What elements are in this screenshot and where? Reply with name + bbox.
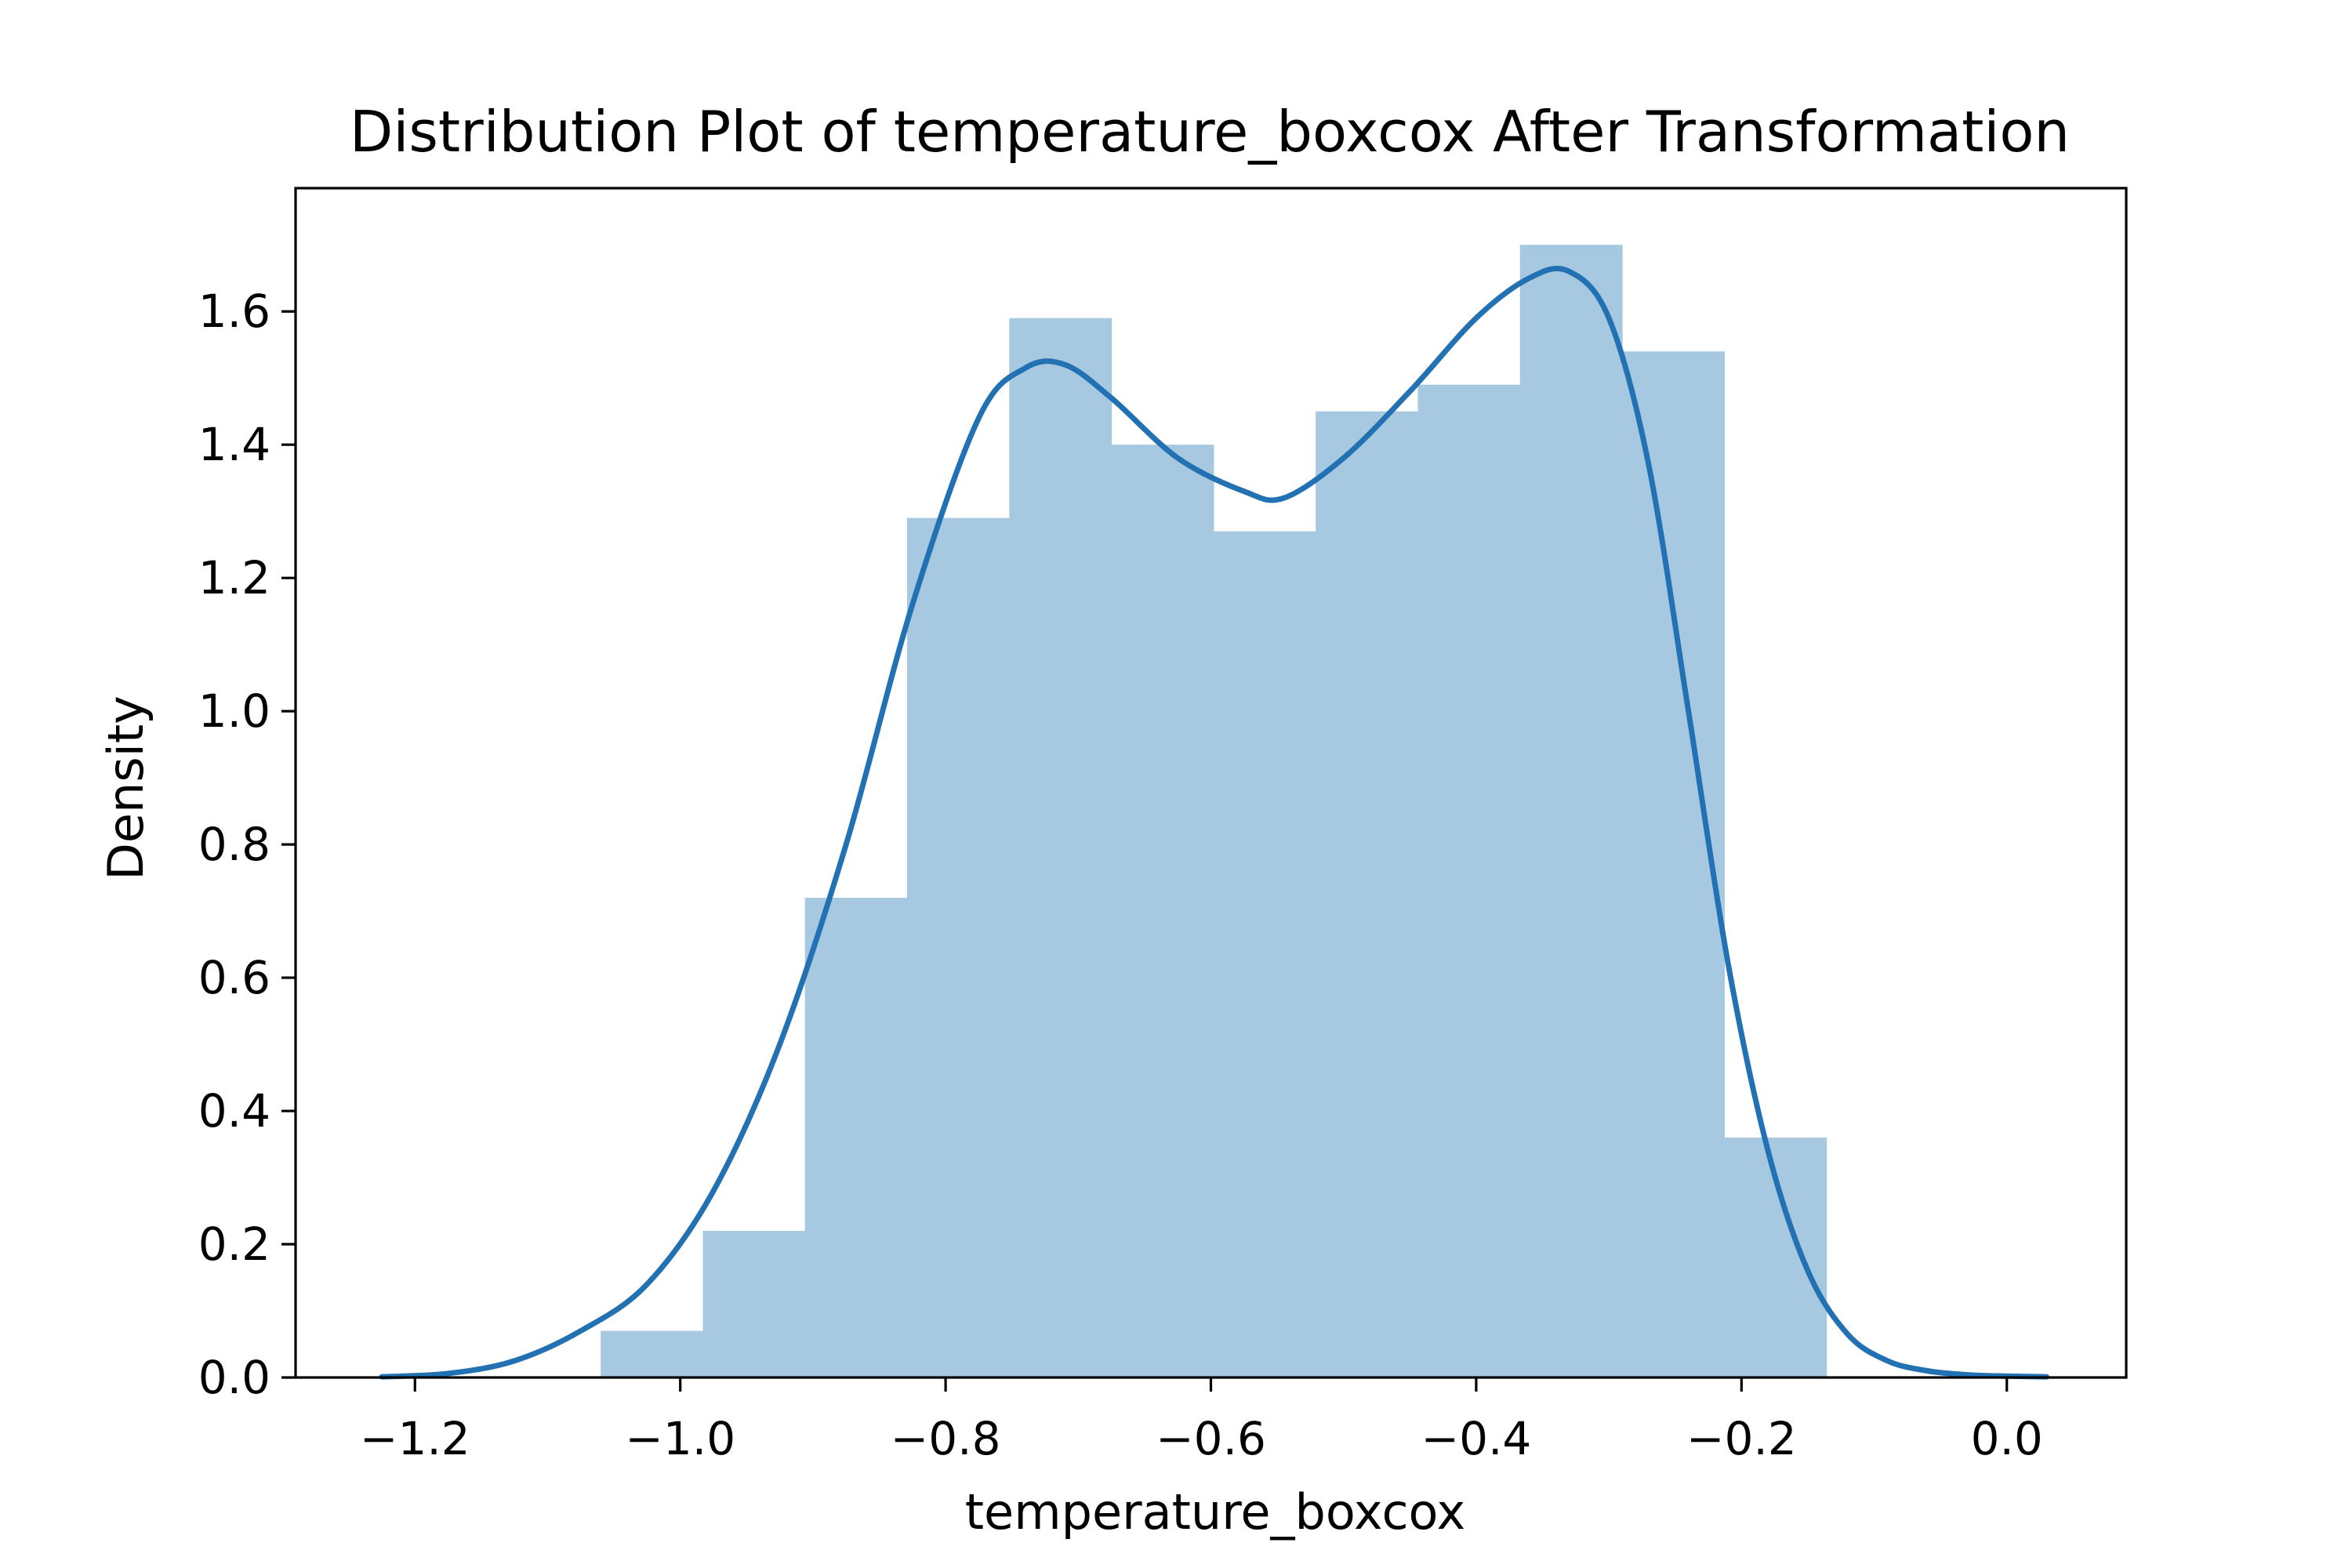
chart-title: Distribution Plot of temperature_boxcox … (350, 99, 2070, 165)
histogram-bar (1111, 445, 1214, 1378)
histogram-bar (1622, 351, 1725, 1377)
y-tick-label: 1.6 (198, 285, 270, 338)
x-tick-label: −1.2 (360, 1412, 470, 1465)
x-tick-label: −0.6 (1156, 1412, 1266, 1465)
histogram-bar (702, 1231, 806, 1377)
x-tick-label: −0.8 (891, 1412, 1001, 1465)
x-tick-label: −0.4 (1421, 1412, 1531, 1465)
histogram-bar (1213, 531, 1316, 1377)
y-tick-label: 0.8 (198, 818, 270, 871)
x-tick-label: −0.2 (1686, 1412, 1797, 1465)
y-tick-label: 0.4 (198, 1084, 270, 1138)
histogram-bar (1009, 318, 1112, 1378)
histogram-bar (804, 898, 908, 1377)
y-tick-label: 0.6 (198, 951, 270, 1004)
histogram-bars (601, 245, 1828, 1378)
kde-line (379, 266, 2049, 1380)
y-tick-label: 1.2 (198, 551, 270, 604)
y-tick-label: 0.2 (198, 1218, 270, 1271)
kde-curve-layer (379, 266, 2049, 1380)
histogram-bar (1519, 245, 1623, 1378)
x-tick-label: −1.0 (625, 1412, 735, 1465)
histogram-bar (907, 517, 1010, 1377)
y-tick-label: 1.4 (198, 418, 270, 471)
histogram-bar (1417, 384, 1521, 1377)
x-axis-label: temperature_boxcox (965, 1483, 1466, 1541)
histogram-bar (1316, 411, 1419, 1377)
ticks: −1.2 −1.0 −0.8 −0.6 −0.4 −0.2 0.0 0.0 0.2 0.4 0.6 0… (198, 285, 2043, 1465)
x-tick-label: 0.0 (1971, 1412, 2043, 1465)
histogram-bar (601, 1330, 704, 1377)
y-tick-label: 1.0 (198, 684, 270, 738)
y-axis-label: Density (97, 695, 154, 880)
y-tick-label: 0.0 (198, 1351, 270, 1404)
